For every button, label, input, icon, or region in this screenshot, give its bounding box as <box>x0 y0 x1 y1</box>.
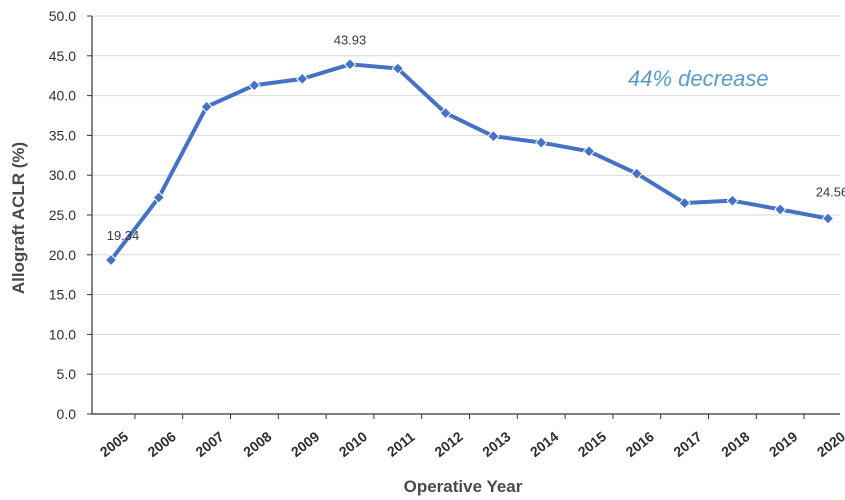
x-tick-label: 2014 <box>527 428 562 460</box>
x-tick-label: 2009 <box>288 428 323 460</box>
x-tick-label: 2013 <box>479 428 514 460</box>
y-tick-label: 25.0 <box>49 207 76 223</box>
x-tick-label: 2007 <box>192 428 227 460</box>
x-tick-label: 2006 <box>145 428 180 460</box>
data-point <box>726 194 739 207</box>
data-point <box>773 203 787 216</box>
y-tick-label: 35.0 <box>49 127 76 143</box>
data-point <box>630 167 644 180</box>
x-tick-label: 2005 <box>97 428 132 460</box>
y-tick-label: 30.0 <box>49 167 76 183</box>
x-tick-label: 2018 <box>718 428 753 460</box>
x-tick-label: 2019 <box>766 428 801 460</box>
series-line <box>109 62 830 263</box>
data-point <box>248 79 261 92</box>
y-tick-label: 0.0 <box>57 406 77 422</box>
x-tick-label: 2017 <box>670 428 705 460</box>
data-point <box>152 191 166 204</box>
data-point <box>821 212 835 225</box>
x-tick-label: 2020 <box>814 428 845 460</box>
data-point <box>200 100 213 113</box>
y-tick-label: 20.0 <box>49 247 76 263</box>
labels: 19.34 43.93 24.56 <box>107 32 845 243</box>
x-tick-label: 2011 <box>384 428 418 459</box>
y-tick-label: 50.0 <box>49 8 76 24</box>
x-tick-label: 2008 <box>240 428 275 460</box>
data-label: 24.56 <box>816 185 845 200</box>
y-tick-label: 45.0 <box>49 48 76 64</box>
y-tick-label: 5.0 <box>57 366 77 382</box>
data-point <box>343 58 357 71</box>
data-point <box>295 72 309 86</box>
x-tick-label: 2010 <box>336 428 371 460</box>
x-tick-label: 2016 <box>623 428 658 460</box>
y-tick-label: 10.0 <box>49 326 76 342</box>
y-tick-label: 15.0 <box>49 287 76 303</box>
annotation-text: 44% decrease <box>628 66 769 91</box>
data-point <box>582 145 596 158</box>
y-tick-label: 40.0 <box>49 88 76 104</box>
x-tick-label: 2015 <box>575 428 610 460</box>
y-axis-title: Allograft ACLR (%) <box>9 142 28 294</box>
data-point <box>534 136 548 149</box>
x-axis-title: Operative Year <box>404 477 523 496</box>
x-tick-label: 2012 <box>431 428 466 460</box>
grid <box>92 15 840 375</box>
data-point <box>104 253 118 267</box>
data-point <box>439 106 452 120</box>
data-point <box>678 196 691 210</box>
data-label: 43.93 <box>334 32 367 47</box>
series <box>104 58 835 267</box>
data-point <box>391 62 405 75</box>
data-point <box>487 129 500 143</box>
data-label: 19.34 <box>107 228 140 243</box>
